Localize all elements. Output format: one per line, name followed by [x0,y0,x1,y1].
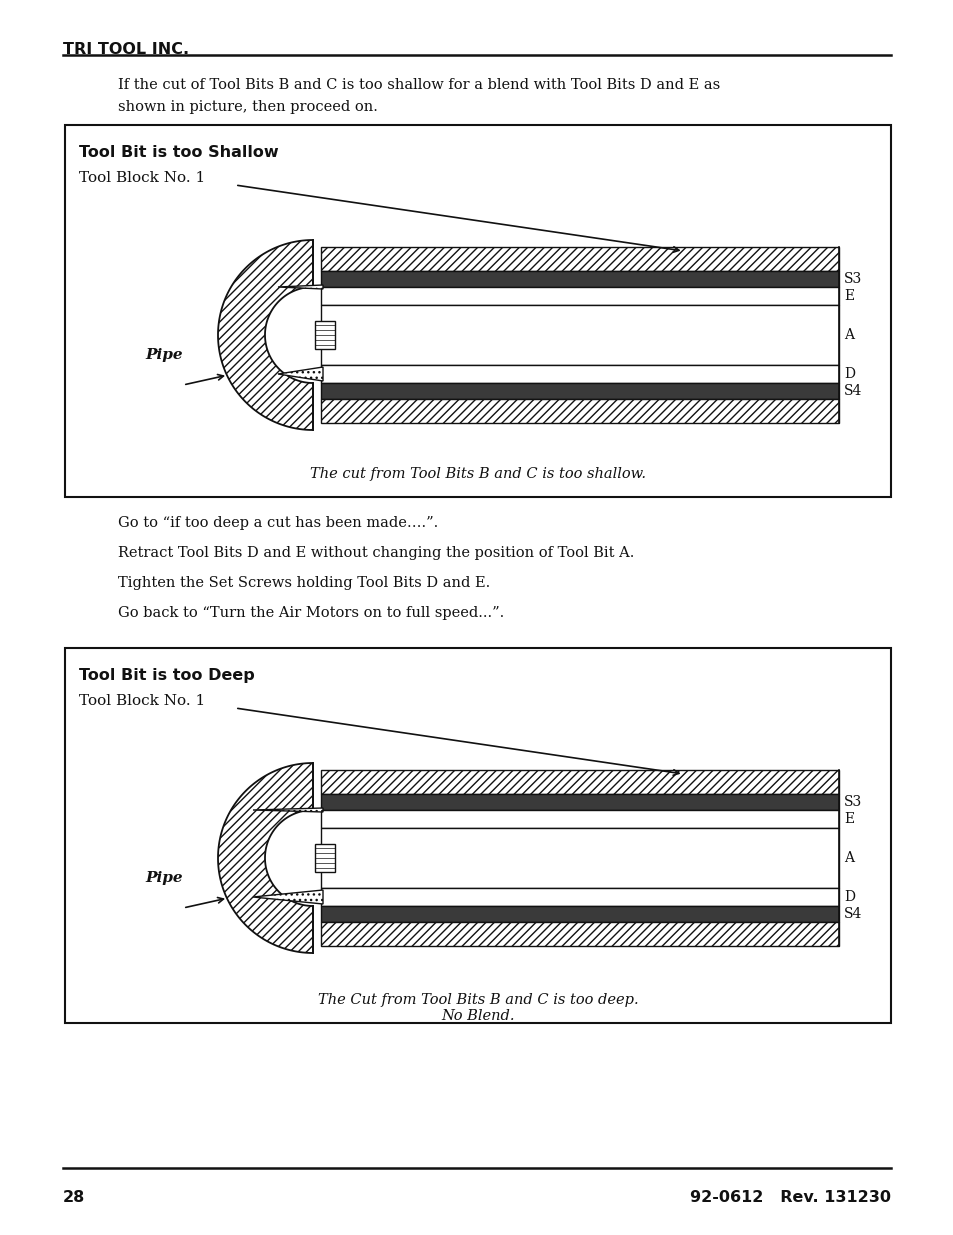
Polygon shape [218,763,313,953]
Polygon shape [253,890,323,904]
Text: Pipe: Pipe [145,348,182,362]
Polygon shape [320,794,838,810]
Polygon shape [320,888,838,906]
Text: The cut from Tool Bits B and C is too shallow.: The cut from Tool Bits B and C is too sh… [310,467,645,480]
Text: E: E [843,811,853,826]
Text: A: A [843,851,853,864]
Polygon shape [320,247,838,270]
Polygon shape [320,399,838,424]
Text: Tool Bit is too Deep: Tool Bit is too Deep [79,668,254,683]
Polygon shape [314,321,335,350]
Polygon shape [320,810,838,827]
Text: Retract Tool Bits D and E without changing the position of Tool Bit A.: Retract Tool Bits D and E without changi… [118,546,634,559]
Text: TRI TOOL INC.: TRI TOOL INC. [63,42,189,57]
Polygon shape [314,844,335,872]
Bar [65,125,890,496]
Polygon shape [320,769,838,794]
Text: A: A [843,329,853,342]
Polygon shape [277,285,323,289]
Text: Tool Block No. 1: Tool Block No. 1 [79,170,205,185]
Text: Tighten the Set Screws holding Tool Bits D and E.: Tighten the Set Screws holding Tool Bits… [118,576,490,590]
Polygon shape [320,305,838,366]
Polygon shape [253,808,323,811]
Text: Go to “if too deep a cut has been made….”.: Go to “if too deep a cut has been made….… [118,516,437,530]
Text: The Cut from Tool Bits B and C is too deep.
No Blend.: The Cut from Tool Bits B and C is too de… [317,993,638,1024]
Text: Pipe: Pipe [145,871,182,885]
Text: E: E [843,289,853,303]
Polygon shape [320,287,838,305]
Text: D: D [843,890,854,904]
Text: 28: 28 [63,1191,85,1205]
Polygon shape [320,827,838,888]
Text: If the cut of Tool Bits B and C is too shallow for a blend with Tool Bits D and : If the cut of Tool Bits B and C is too s… [118,78,720,91]
Polygon shape [320,906,838,923]
Polygon shape [320,366,838,383]
Text: D: D [843,367,854,382]
Text: Tool Bit is too Shallow: Tool Bit is too Shallow [79,144,278,161]
Polygon shape [320,923,838,946]
Text: S4: S4 [843,384,862,398]
Bar [65,648,890,1023]
Text: S3: S3 [843,272,862,287]
Text: 92-0612   Rev. 131230: 92-0612 Rev. 131230 [689,1191,890,1205]
Text: Tool Block No. 1: Tool Block No. 1 [79,694,205,708]
Text: shown in picture, then proceed on.: shown in picture, then proceed on. [118,100,377,114]
Text: S3: S3 [843,795,862,809]
Text: S4: S4 [843,906,862,921]
Polygon shape [218,240,313,430]
Polygon shape [277,367,323,382]
Polygon shape [320,270,838,287]
Polygon shape [320,383,838,399]
Text: Go back to “Turn the Air Motors on to full speed...”.: Go back to “Turn the Air Motors on to fu… [118,606,504,620]
